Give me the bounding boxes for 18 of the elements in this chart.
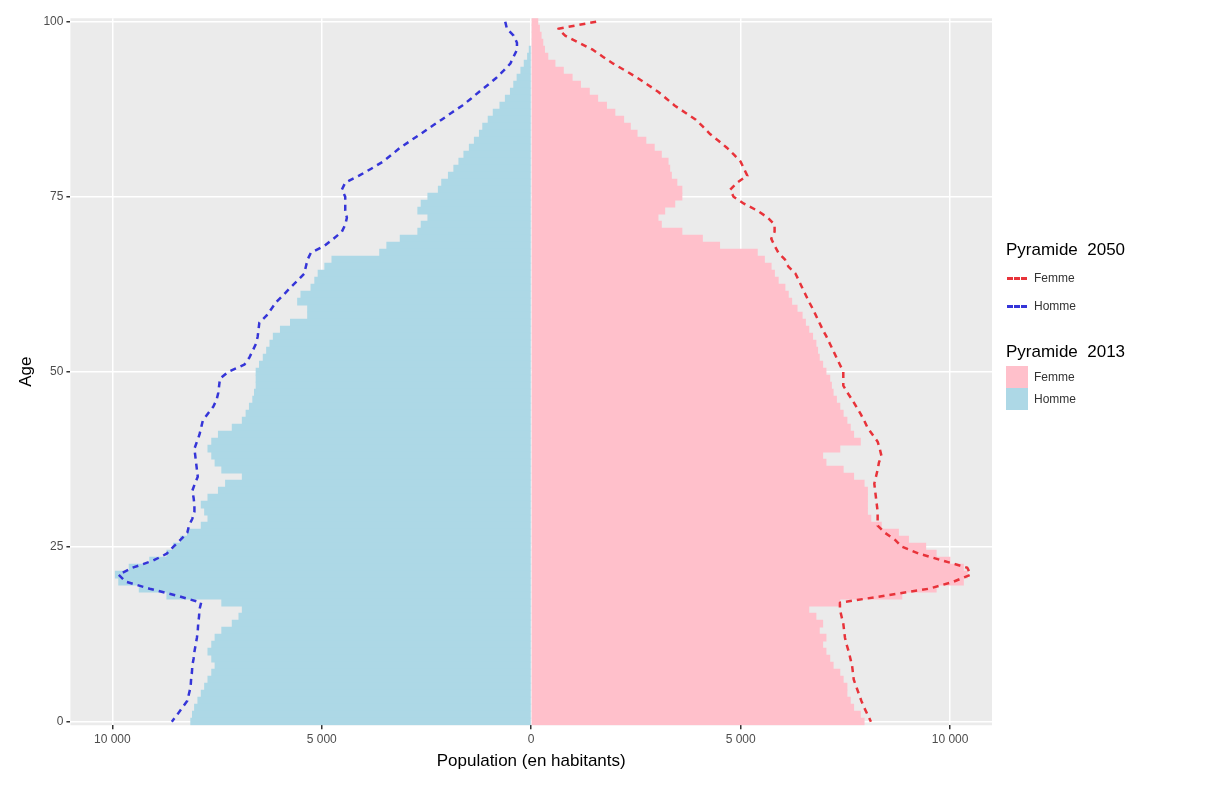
legend-label: Femme: [1034, 370, 1075, 384]
legend-label: Homme: [1034, 299, 1077, 313]
y-axis-title: Age: [15, 356, 35, 387]
legend-label: Homme: [1034, 392, 1077, 406]
y-tick-label: 0: [56, 714, 64, 729]
x-tick-label: 10 000: [931, 731, 969, 746]
x-tick-label: 5 000: [725, 731, 756, 746]
y-tick-label: 100: [43, 14, 64, 29]
x-tick-label: 10 000: [93, 731, 131, 746]
y-tick-label: 25: [50, 539, 64, 554]
x-tick-label: 0: [527, 731, 535, 746]
legend-label: Femme: [1034, 271, 1075, 285]
y-tick-label: 75: [50, 189, 64, 204]
text: Pyramide 2050: [1006, 240, 1126, 259]
text: Pyramide 2013: [1006, 342, 1126, 361]
x-tick-label: 5 000: [306, 731, 338, 746]
x-axis-title: Population (en habitants): [436, 751, 626, 771]
y-tick-label: 50: [50, 364, 64, 379]
